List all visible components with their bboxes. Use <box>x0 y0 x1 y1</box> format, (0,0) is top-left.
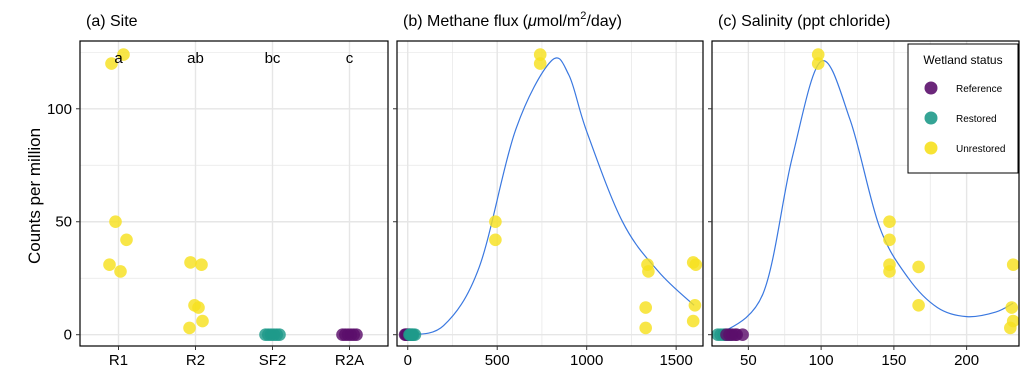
x-tick-label: 1500 <box>659 352 692 369</box>
y-tick-label: 100 <box>47 101 72 118</box>
data-point-unrestored <box>533 57 547 70</box>
data-point-unrestored <box>639 301 652 314</box>
data-point-reference <box>736 328 749 342</box>
data-point-reference <box>350 328 363 342</box>
title-unit-mu: μ <box>527 13 537 30</box>
data-point-unrestored <box>883 215 896 228</box>
data-point-unrestored <box>183 321 196 335</box>
title-unit-tail: /day) <box>586 13 622 30</box>
y-tick-label: 50 <box>55 214 72 231</box>
significance-letter: c <box>346 50 354 67</box>
data-point-unrestored <box>184 256 197 269</box>
data-point-unrestored <box>489 233 502 247</box>
data-point-unrestored <box>117 48 130 61</box>
data-point-unrestored <box>188 299 201 312</box>
y-tick-label: 0 <box>64 327 72 344</box>
data-point-unrestored <box>114 265 127 278</box>
legend-label: Restored <box>956 114 997 125</box>
legend-title: Wetland status <box>923 53 1002 67</box>
panel-title: (c) Salinity (ppt chloride) <box>718 13 891 30</box>
x-tick-label: 150 <box>881 352 906 369</box>
data-point-unrestored <box>196 314 209 328</box>
x-tick-label: R1 <box>109 352 128 369</box>
panel-title-text: (c) Salinity (ppt chloride) <box>718 13 891 30</box>
x-tick-label: 500 <box>485 352 510 369</box>
data-point-unrestored <box>912 299 925 312</box>
data-point-unrestored <box>195 258 208 272</box>
panel-title-text: (a) Site <box>86 13 138 30</box>
significance-letter: a <box>114 50 123 67</box>
panel-title: (a) Site <box>86 13 138 30</box>
significance-letter: ab <box>187 50 204 67</box>
data-point-unrestored <box>109 215 122 228</box>
x-tick-label: 100 <box>809 352 834 369</box>
panel-title: (b) Methane flux (μmol/m2/day) <box>403 10 622 30</box>
fit-curve <box>718 60 1014 336</box>
x-tick-label: R2A <box>335 352 364 369</box>
data-point-unrestored <box>686 314 700 328</box>
data-point-unrestored <box>912 260 925 274</box>
legend-label: Reference <box>956 84 1003 95</box>
data-point-unrestored <box>811 48 825 61</box>
panels: a ab bc c 0 50 100 R1 R2 SF2 R2A (a) Site 0 500 1000 15… <box>47 10 1020 369</box>
data-point-unrestored <box>639 321 652 335</box>
data-point-unrestored <box>103 258 116 272</box>
title-unit-superscript: 2 <box>580 10 586 22</box>
fit-curve <box>407 57 695 336</box>
data-point-unrestored <box>105 57 118 70</box>
data-point-unrestored <box>533 48 547 61</box>
legend-marker <box>924 141 938 155</box>
legend-marker <box>924 111 938 125</box>
data-point-unrestored <box>1005 301 1018 314</box>
data-point-unrestored <box>1004 321 1017 335</box>
data-point-unrestored <box>1006 258 1020 272</box>
panel-1: a ab bc c 0 50 100 R1 R2 SF2 R2A (a) Site <box>47 13 389 369</box>
significance-letter: bc <box>265 50 281 67</box>
y-axis-label: Counts per million <box>25 128 44 264</box>
x-tick-label: 0 <box>404 352 412 369</box>
panel-title-text: (b) Methane flux <box>403 13 519 30</box>
panel-border <box>396 40 704 347</box>
data-point-unrestored <box>883 233 896 247</box>
panel-border <box>79 40 389 347</box>
title-unit-paren: ( <box>523 13 529 30</box>
data-point-restored <box>408 328 422 342</box>
data-point-unrestored <box>120 233 133 247</box>
data-point-unrestored <box>642 265 655 278</box>
x-tick-label: 200 <box>954 352 979 369</box>
legend-label: Unrestored <box>956 144 1005 155</box>
data-point-unrestored <box>811 57 825 70</box>
panel-2: 0 500 1000 1500 (b) Methane flux (μmol/m2/day… <box>393 10 704 369</box>
legend: Wetland status Reference Restored Unrestore… <box>907 43 1019 174</box>
panel-border <box>711 40 1020 347</box>
x-tick-label: 1000 <box>570 352 603 369</box>
data-point-unrestored <box>688 299 702 312</box>
title-unit-text: mol/m <box>537 13 581 30</box>
x-tick-label: SF2 <box>259 352 287 369</box>
data-point-unrestored <box>489 215 502 228</box>
data-point-restored <box>273 328 286 342</box>
x-tick-label: R2 <box>186 352 205 369</box>
legend-marker <box>924 81 938 95</box>
data-point-unrestored <box>689 258 703 272</box>
x-tick-label: 50 <box>740 352 757 369</box>
data-point-unrestored <box>883 265 896 278</box>
